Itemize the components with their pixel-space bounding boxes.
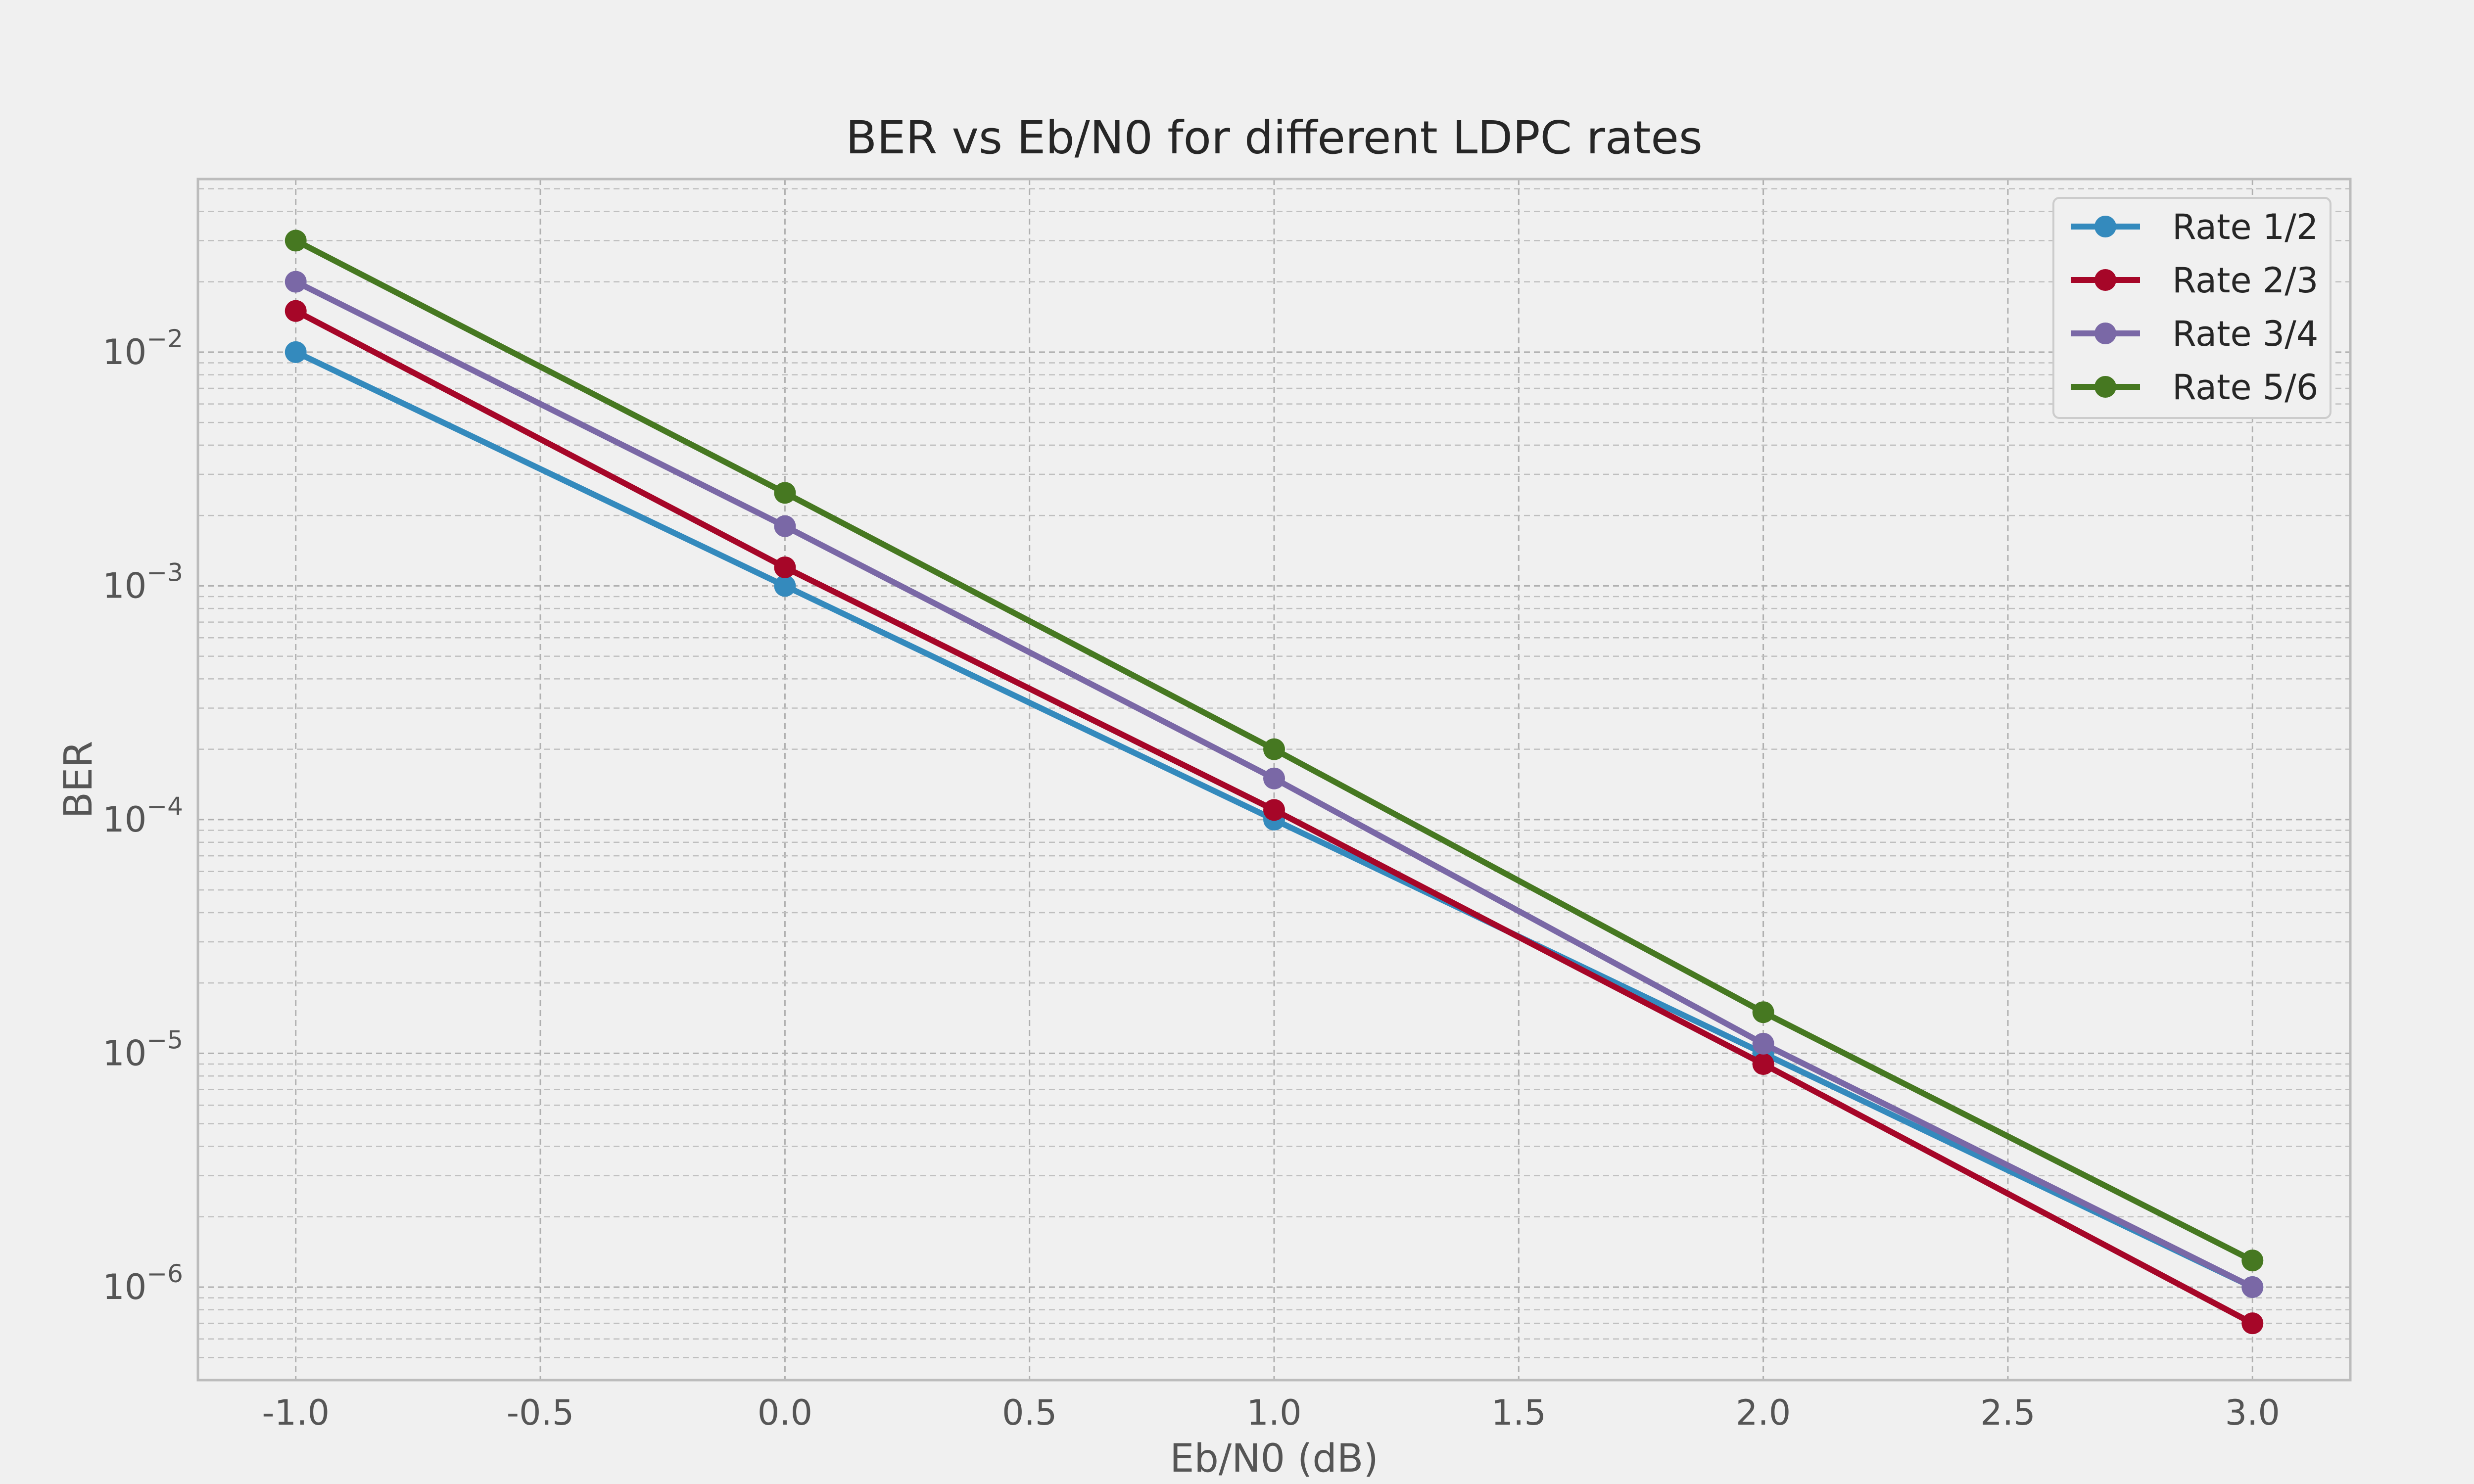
x-tick-label: 0.5 [1002, 1392, 1057, 1433]
data-point [1263, 767, 1285, 789]
data-point [774, 482, 796, 504]
x-tick-label: 3.0 [2225, 1392, 2280, 1433]
data-point [1752, 1032, 1774, 1055]
x-tick-labels: -1.0 -0.5 0.0 0.5 1.0 1.5 2.0 2.5 3.0 [262, 1392, 2280, 1433]
y-tick-label: 10−6 [102, 1259, 183, 1307]
series-2 [285, 300, 2264, 1335]
y-tick-label: 10−2 [102, 325, 183, 372]
legend-item: Rate 3/4 [2071, 314, 2318, 354]
x-axis-label: Eb/N0 (dB) [1170, 1437, 1379, 1481]
series-4 [285, 230, 2264, 1272]
legend-swatch-marker [2094, 216, 2116, 237]
y-tick-exponent: −2 [146, 325, 183, 353]
legend-swatch-marker [2094, 269, 2116, 291]
legend-item: Rate 1/2 [2071, 207, 2318, 247]
legend-label: Rate 2/3 [2172, 260, 2318, 301]
legend-swatch-marker [2094, 323, 2116, 344]
data-point [285, 230, 307, 252]
data-point [774, 556, 796, 578]
data-point [1752, 1001, 1774, 1023]
series-3 [285, 271, 2264, 1298]
data-point [1263, 799, 1285, 821]
data-point [2241, 1250, 2264, 1272]
legend-label: Rate 1/2 [2172, 207, 2318, 247]
data-point [285, 271, 307, 293]
y-tick-exponent: −4 [146, 792, 183, 821]
data-point [2241, 1312, 2264, 1335]
x-tick-label: 1.5 [1491, 1392, 1546, 1433]
y-tick-exponent: −5 [146, 1025, 183, 1054]
y-tick-label: 10−4 [102, 792, 183, 840]
y-tick-base: 10 [102, 799, 146, 840]
x-tick-label: -1.0 [262, 1392, 330, 1433]
y-tick-exponent: −3 [146, 558, 183, 587]
chart-title: BER vs Eb/N0 for different LDPC rates [846, 111, 1703, 164]
plot-frame [196, 178, 2352, 1382]
y-tick-base: 10 [102, 1033, 146, 1073]
data-point [285, 300, 307, 322]
data-point [1752, 1053, 1774, 1075]
x-tick-label: -0.5 [507, 1392, 574, 1433]
y-axis-label: BER [56, 741, 101, 819]
grid [198, 179, 2350, 1381]
x-tick-label: 0.0 [758, 1392, 812, 1433]
y-tick-label: 10−5 [102, 1025, 183, 1073]
y-tick-label: 10−3 [102, 558, 183, 606]
y-tick-base: 10 [102, 332, 146, 372]
x-tick-label: 2.0 [1736, 1392, 1791, 1433]
legend-item: Rate 2/3 [2071, 260, 2318, 301]
y-tick-base: 10 [102, 1267, 146, 1307]
data-point [2241, 1276, 2264, 1298]
legend-box [2052, 197, 2331, 419]
legend-swatch-marker [2094, 376, 2116, 398]
y-tick-labels: 10−210−310−410−510−6 [102, 325, 183, 1307]
y-tick-exponent: −6 [146, 1259, 183, 1288]
legend-label: Rate 3/4 [2172, 314, 2318, 354]
data-point [774, 515, 796, 537]
data-point [285, 341, 307, 363]
y-tick-base: 10 [102, 565, 146, 606]
data-point [1263, 738, 1285, 760]
x-tick-label: 1.0 [1246, 1392, 1301, 1433]
legend-label: Rate 5/6 [2172, 367, 2318, 408]
x-tick-label: 2.5 [1980, 1392, 2035, 1433]
data-point [774, 575, 796, 597]
legend: Rate 1/2 Rate 2/3 Rate 3/4 Rate 5/6 [2052, 197, 2331, 419]
legend-item: Rate 5/6 [2071, 367, 2318, 408]
series-group [285, 230, 2264, 1335]
